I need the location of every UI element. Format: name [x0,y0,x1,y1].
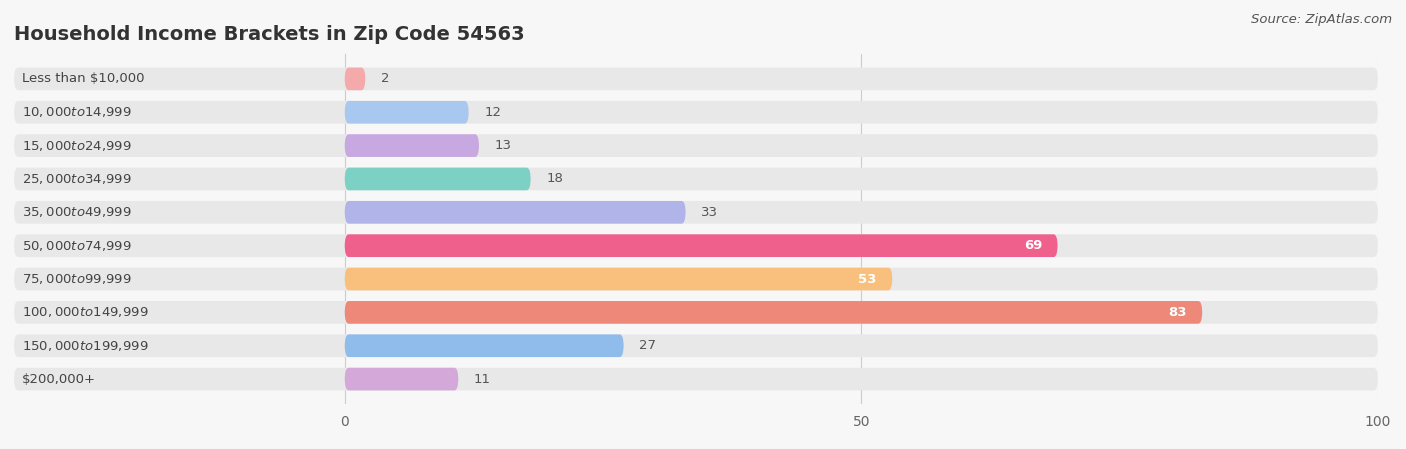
FancyBboxPatch shape [14,134,1378,157]
FancyBboxPatch shape [344,201,686,224]
Text: 83: 83 [1168,306,1187,319]
Text: $15,000 to $24,999: $15,000 to $24,999 [22,139,132,153]
Text: $35,000 to $49,999: $35,000 to $49,999 [22,205,132,219]
Text: $75,000 to $99,999: $75,000 to $99,999 [22,272,132,286]
FancyBboxPatch shape [14,368,1378,391]
Text: Household Income Brackets in Zip Code 54563: Household Income Brackets in Zip Code 54… [14,25,524,44]
Text: 53: 53 [859,273,877,286]
FancyBboxPatch shape [14,268,1378,291]
FancyBboxPatch shape [344,268,893,291]
FancyBboxPatch shape [344,234,1057,257]
FancyBboxPatch shape [14,201,1378,224]
FancyBboxPatch shape [344,301,1202,324]
Text: Source: ZipAtlas.com: Source: ZipAtlas.com [1251,13,1392,26]
Text: $100,000 to $149,999: $100,000 to $149,999 [22,305,149,319]
FancyBboxPatch shape [14,167,1378,190]
Text: $50,000 to $74,999: $50,000 to $74,999 [22,239,132,253]
FancyBboxPatch shape [14,67,1378,90]
Text: 13: 13 [495,139,512,152]
FancyBboxPatch shape [14,101,1378,123]
Text: $10,000 to $14,999: $10,000 to $14,999 [22,105,132,119]
FancyBboxPatch shape [14,301,1378,324]
Text: 69: 69 [1024,239,1042,252]
Text: $200,000+: $200,000+ [22,373,97,386]
FancyBboxPatch shape [344,335,624,357]
FancyBboxPatch shape [14,335,1378,357]
Text: Less than $10,000: Less than $10,000 [22,72,145,85]
Text: 18: 18 [546,172,562,185]
FancyBboxPatch shape [344,67,366,90]
Text: 2: 2 [381,72,389,85]
Text: 12: 12 [484,106,501,119]
Text: 27: 27 [640,339,657,352]
FancyBboxPatch shape [344,167,530,190]
Text: 11: 11 [474,373,491,386]
Text: $150,000 to $199,999: $150,000 to $199,999 [22,339,149,353]
FancyBboxPatch shape [344,101,468,123]
Text: $25,000 to $34,999: $25,000 to $34,999 [22,172,132,186]
FancyBboxPatch shape [344,134,479,157]
Text: 33: 33 [702,206,718,219]
FancyBboxPatch shape [14,234,1378,257]
FancyBboxPatch shape [344,368,458,391]
